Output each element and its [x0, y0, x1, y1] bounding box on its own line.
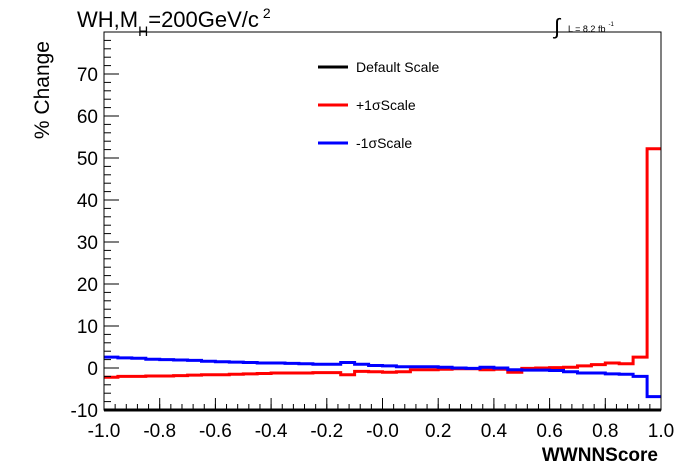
x-axis-ticks: -1.0 -0.8 -0.6 -0.4 -0.2 -0.0 0.2 0.4 0.6 0.8 1.0: [88, 398, 674, 442]
integral-sign-icon: ∫: [552, 14, 562, 39]
legend-label: -1σScale: [356, 135, 412, 151]
x-tick-label: -0.8: [143, 421, 176, 442]
x-tick-label: 0.4: [481, 421, 508, 442]
x-tick-label: 0.6: [536, 421, 562, 442]
series-1: [104, 147, 661, 379]
title-rest: =200GeV/c: [148, 7, 259, 32]
luminosity-label: L = 8.2 fb -1: [568, 22, 614, 34]
x-tick-label: 1.0: [648, 421, 674, 442]
x-tick-label: -0.2: [310, 421, 343, 442]
series-1-line: [104, 147, 661, 379]
series-2: [104, 355, 661, 399]
luminosity-exponent: -1: [608, 22, 614, 28]
luminosity-value: L = 8.2 fb: [568, 24, 605, 34]
y-tick-label: 40: [77, 191, 98, 212]
legend: Default Scale +1σScale -1σScale: [318, 59, 439, 151]
chart-title: WH,MH=200GeV/c 2: [77, 5, 271, 39]
y-tick-label: 30: [77, 233, 98, 254]
series-2-line: [104, 355, 661, 399]
legend-label: Default Scale: [356, 59, 439, 75]
x-tick-label: 0.8: [592, 421, 618, 442]
x-tick-label: 0.2: [425, 421, 451, 442]
y-tick-label: 0: [87, 359, 98, 380]
x-axis-label: WWNNScore: [542, 445, 658, 466]
y-tick-label: 70: [77, 65, 98, 86]
title-main: WH,M: [77, 7, 138, 32]
y-tick-label: 60: [77, 107, 98, 128]
y-tick-label: 20: [77, 275, 98, 296]
y-axis-ticks: -10 0 10 20 30 40 50 60 70: [71, 31, 119, 422]
x-tick-label: -0.4: [255, 421, 288, 442]
y-tick-label: 10: [77, 317, 98, 338]
x-tick-label: -1.0: [88, 421, 121, 442]
y-tick-label: 50: [77, 149, 98, 170]
y-tick-label: -10: [71, 401, 98, 422]
title-subscript: H: [138, 23, 148, 39]
y-axis-label: % Change: [31, 41, 54, 139]
x-tick-label: -0.0: [366, 421, 399, 442]
x-tick-label: -0.6: [199, 421, 232, 442]
legend-label: +1σScale: [356, 97, 416, 113]
title-superscript: 2: [263, 5, 271, 21]
